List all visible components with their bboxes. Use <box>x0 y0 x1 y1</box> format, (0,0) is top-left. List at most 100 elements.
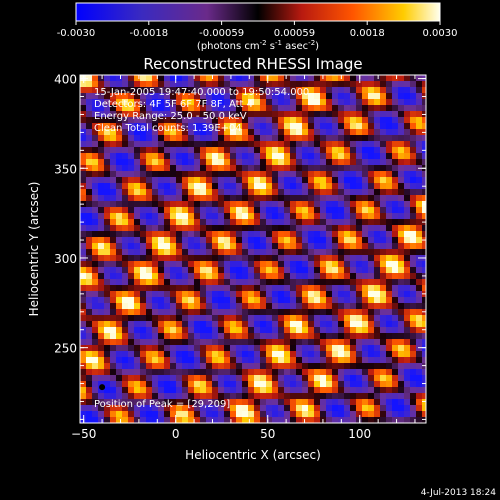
heatmap-cell <box>158 363 164 369</box>
heatmap-cell <box>182 105 188 111</box>
heatmap-cell <box>398 411 404 417</box>
heatmap-cell <box>380 123 386 129</box>
heatmap-cell <box>224 339 230 345</box>
heatmap-cell <box>134 351 140 357</box>
heatmap-cell <box>206 231 212 237</box>
heatmap-cell <box>140 279 146 285</box>
heatmap-cell <box>266 207 272 213</box>
heatmap-cell <box>188 393 194 399</box>
heatmap-cell <box>314 411 320 417</box>
heatmap-cell <box>272 249 278 255</box>
heatmap-cell <box>398 273 404 279</box>
heatmap-cell <box>350 399 356 405</box>
heatmap-cell <box>146 189 152 195</box>
heatmap-cell <box>98 75 104 81</box>
heatmap-cell <box>188 237 194 243</box>
heatmap-cell <box>158 357 164 363</box>
heatmap-cell <box>164 123 170 129</box>
heatmap-cell <box>80 333 86 339</box>
heatmap-cell <box>260 105 266 111</box>
heatmap-cell <box>392 285 398 291</box>
heatmap-cell <box>146 105 152 111</box>
heatmap-cell <box>128 171 134 177</box>
heatmap-cell <box>134 75 140 81</box>
heatmap-cell <box>158 147 164 153</box>
heatmap-cell <box>266 201 272 207</box>
heatmap-cell <box>158 249 164 255</box>
heatmap-cell <box>92 207 98 213</box>
heatmap-cell <box>410 255 416 261</box>
heatmap-cell <box>410 201 416 207</box>
heatmap-cell <box>314 195 320 201</box>
heatmap-cell <box>176 129 182 135</box>
heatmap-cell <box>284 255 290 261</box>
heatmap-cell <box>98 177 104 183</box>
heatmap-cell <box>128 219 134 225</box>
heatmap-cell <box>140 363 146 369</box>
heatmap-cell <box>134 195 140 201</box>
heatmap-cell <box>224 297 230 303</box>
heatmap-cell <box>386 393 392 399</box>
heatmap-cell <box>122 315 128 321</box>
heatmap-cell <box>248 171 254 177</box>
heatmap-cell <box>134 165 140 171</box>
heatmap-cell <box>236 417 242 423</box>
heatmap-cell <box>302 291 308 297</box>
heatmap-cell <box>86 225 92 231</box>
heatmap-cell <box>272 357 278 363</box>
heatmap-cell <box>146 93 152 99</box>
heatmap-cell <box>110 177 116 183</box>
heatmap-cell <box>392 189 398 195</box>
heatmap-cell <box>356 357 362 363</box>
heatmap-cell <box>122 399 128 405</box>
heatmap-cell <box>260 393 266 399</box>
heatmap-cell <box>290 183 296 189</box>
heatmap-cell <box>260 81 266 87</box>
heatmap-cell <box>308 279 314 285</box>
heatmap-cell <box>206 201 212 207</box>
heatmap-cell <box>86 315 92 321</box>
heatmap-cell <box>254 159 260 165</box>
heatmap-cell <box>152 249 158 255</box>
heatmap-cell <box>338 351 344 357</box>
heatmap-cell <box>104 369 110 375</box>
heatmap-cell <box>242 159 248 165</box>
heatmap-cell <box>176 387 182 393</box>
heatmap-cell <box>320 249 326 255</box>
heatmap-cell <box>98 93 104 99</box>
heatmap-cell <box>326 291 332 297</box>
heatmap-cell <box>242 201 248 207</box>
heatmap-cell <box>254 405 260 411</box>
heatmap-cell <box>122 225 128 231</box>
heatmap-cell <box>182 171 188 177</box>
heatmap-cell <box>320 345 326 351</box>
heatmap-cell <box>272 351 278 357</box>
heatmap-cell <box>188 315 194 321</box>
heatmap-cell <box>380 183 386 189</box>
heatmap-cell <box>404 195 410 201</box>
heatmap-cell <box>110 291 116 297</box>
heatmap-cell <box>344 135 350 141</box>
heatmap-cell <box>404 321 410 327</box>
heatmap-cell <box>368 243 374 249</box>
heatmap-cell <box>230 231 236 237</box>
heatmap-cell <box>254 303 260 309</box>
heatmap-cell <box>410 303 416 309</box>
heatmap-cell <box>272 75 278 81</box>
heatmap-cell <box>326 261 332 267</box>
heatmap-cell <box>278 393 284 399</box>
heatmap-cell <box>242 411 248 417</box>
heatmap-cell <box>92 135 98 141</box>
heatmap-cell <box>380 321 386 327</box>
heatmap-cell <box>272 183 278 189</box>
heatmap-cell <box>110 261 116 267</box>
heatmap-cell <box>86 387 92 393</box>
heatmap-cell <box>386 351 392 357</box>
heatmap-cell <box>122 297 128 303</box>
heatmap-cell <box>266 243 272 249</box>
heatmap-cell <box>416 171 422 177</box>
heatmap-cell <box>248 351 254 357</box>
heatmap-cell <box>86 339 92 345</box>
heatmap-cell <box>254 141 260 147</box>
heatmap-cell <box>380 243 386 249</box>
